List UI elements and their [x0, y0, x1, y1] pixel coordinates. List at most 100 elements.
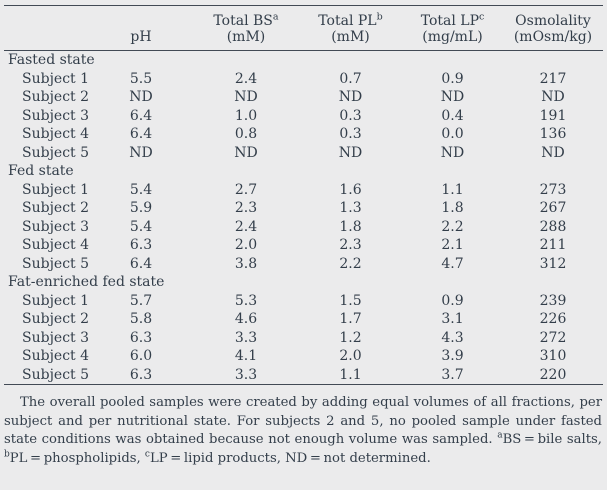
- cell-value: 4.6: [234, 311, 258, 327]
- cell-value: 6.3: [129, 366, 153, 383]
- cell-value: 2.1: [441, 237, 464, 253]
- cell-value: 0.9: [441, 292, 464, 309]
- column-header-line1: Total LPc: [420, 11, 485, 29]
- column-header-total-bs: Total BSa (mM): [193, 5, 299, 51]
- cell-value: 4.7: [441, 255, 464, 272]
- column-header-osmolality: Osmolality (mOsm/kg): [503, 5, 603, 51]
- table-row: Subject 5 ND ND ND ND ND: [4, 144, 603, 163]
- cell-value: 2.2: [441, 218, 464, 235]
- cell-value: 1.1: [441, 181, 464, 198]
- cell-value: 2.2: [339, 255, 362, 272]
- cell-value: ND: [541, 89, 565, 105]
- cell-value: 191: [539, 107, 567, 124]
- row-label: Subject 3: [22, 218, 90, 235]
- section-header-row: Fed state: [4, 162, 603, 181]
- cell-value: 220: [539, 366, 567, 383]
- cell-value: 136: [539, 126, 567, 142]
- cell-value: 6.0: [129, 348, 153, 364]
- cell-value: 6.3: [129, 329, 153, 346]
- cell-value: 5.7: [129, 292, 153, 309]
- cell-value: 0.9: [441, 70, 464, 87]
- cell-value: 2.0: [339, 348, 362, 364]
- cell-value: 2.0: [234, 237, 258, 253]
- row-label: Subject 4: [22, 348, 90, 364]
- section-header-row: Fasted state: [4, 51, 603, 70]
- cell-value: ND: [234, 89, 258, 105]
- cell-value: 5.5: [129, 70, 153, 87]
- cell-value: 1.0: [234, 107, 258, 124]
- table-row: Subject 4 6.0 4.1 2.0 3.9 310: [4, 347, 603, 366]
- cell-value: 226: [539, 311, 567, 327]
- section-label: Fat-enriched fed state: [8, 274, 165, 290]
- cell-value: ND: [440, 89, 465, 105]
- cell-value: 3.7: [441, 366, 464, 383]
- row-label: Subject 5: [22, 366, 90, 383]
- cell-value: 3.3: [234, 366, 258, 383]
- cell-value: 3.9: [441, 348, 464, 364]
- footnote-superscript: a: [497, 430, 503, 441]
- cell-value: 6.4: [129, 107, 153, 124]
- row-label: Subject 3: [22, 107, 90, 124]
- cell-value: ND: [338, 89, 363, 105]
- cell-value: ND: [338, 144, 363, 161]
- cell-value: 288: [539, 218, 567, 235]
- cell-value: 5.9: [129, 200, 153, 216]
- cell-value: 312: [539, 255, 567, 272]
- cell-value: 6.3: [129, 237, 153, 253]
- table-row: Subject 2 ND ND ND ND ND: [4, 88, 603, 107]
- header-row: pH Total BSa (mM) Total PLb (mM) Total L…: [4, 5, 603, 51]
- column-header-line1: Osmolality: [515, 13, 591, 29]
- cell-value: 1.8: [339, 218, 362, 235]
- cell-value: ND: [541, 144, 565, 161]
- row-label: Subject 1: [22, 292, 90, 309]
- table-row: Subject 2 5.8 4.6 1.7 3.1 226: [4, 310, 603, 329]
- table-row: Subject 3 6.4 1.0 0.3 0.4 191: [4, 107, 603, 126]
- column-header-line2: (mOsm/kg): [513, 29, 593, 45]
- cell-value: 0.4: [441, 107, 464, 124]
- column-header-line2: pH: [130, 29, 152, 45]
- table-row: Subject 3 6.3 3.3 1.2 4.3 272: [4, 329, 603, 348]
- cell-value: 6.4: [129, 255, 153, 272]
- cell-value: 217: [539, 70, 567, 87]
- cell-value: 6.4: [129, 126, 153, 142]
- row-label: Subject 2: [22, 200, 90, 216]
- cell-value: 1.1: [339, 366, 362, 383]
- cell-value: ND: [129, 89, 153, 105]
- cell-value: 5.8: [129, 311, 153, 327]
- column-header-line1: Total BSa: [213, 11, 279, 29]
- column-header-empty: [4, 5, 89, 51]
- cell-value: 0.0: [441, 126, 464, 142]
- cell-value: ND: [234, 144, 258, 161]
- column-header-line2: (mM): [226, 29, 266, 45]
- row-label: Subject 3: [22, 329, 90, 346]
- cell-value: 2.4: [234, 218, 258, 235]
- table-row: Subject 5 6.3 3.3 1.1 3.7 220: [4, 366, 603, 385]
- pooled-samples-table: pH Total BSa (mM) Total PLb (mM) Total L…: [4, 5, 603, 385]
- table-row: Subject 1 5.5 2.4 0.7 0.9 217: [4, 70, 603, 89]
- cell-value: 5.4: [129, 218, 153, 235]
- cell-value: 2.4: [234, 70, 258, 87]
- cell-value: 273: [539, 181, 567, 198]
- cell-value: 267: [539, 200, 567, 216]
- cell-value: 2.7: [234, 181, 258, 198]
- column-header-line2: (mM): [331, 29, 370, 45]
- cell-value: ND: [129, 144, 153, 161]
- row-label: Subject 2: [22, 89, 90, 105]
- cell-value: 5.4: [129, 181, 153, 198]
- cell-value: 239: [539, 292, 567, 309]
- row-label: Subject 5: [22, 144, 90, 161]
- header-superscript: b: [376, 11, 383, 23]
- table-row: Subject 1 5.4 2.7 1.6 1.1 273: [4, 181, 603, 200]
- table-row: Subject 1 5.7 5.3 1.5 0.9 239: [4, 292, 603, 311]
- row-label: Subject 1: [22, 181, 90, 198]
- cell-value: 272: [539, 329, 567, 346]
- cell-value: 1.3: [339, 200, 362, 216]
- cell-value: 1.5: [339, 292, 362, 309]
- footnote-text: The overall pooled samples were created …: [4, 395, 602, 466]
- cell-value: 5.3: [234, 292, 258, 309]
- table-row: Subject 3 5.4 2.4 1.8 2.2 288: [4, 218, 603, 237]
- footnote-superscript: c: [144, 449, 150, 460]
- table-row: Subject 4 6.4 0.8 0.3 0.0 136: [4, 125, 603, 144]
- cell-value: 1.2: [339, 329, 362, 346]
- row-label: Subject 4: [22, 126, 90, 142]
